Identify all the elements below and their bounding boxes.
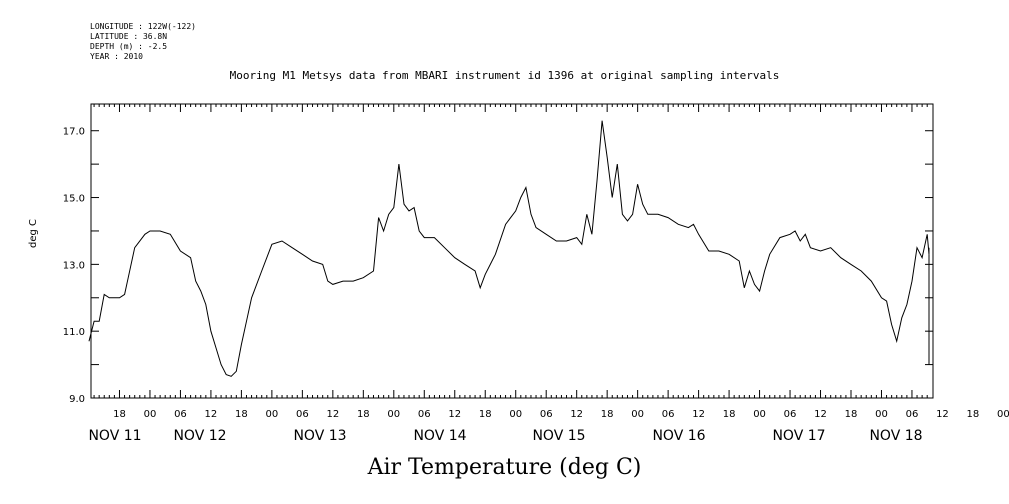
chart-title: Mooring M1 Metsys data from MBARI instru… bbox=[229, 69, 780, 82]
y-tick-label: 13.0 bbox=[63, 260, 85, 271]
x-axis: 18 00 06 12 18 00 06 12 18 00 06 12 18 00 06 12 18 00 06 12… bbox=[88, 104, 1009, 444]
latitude-text: LATITUDE : 36.8N bbox=[90, 32, 168, 41]
x-day-label: NOV 11 bbox=[88, 428, 141, 444]
x-day-label: NOV 15 bbox=[532, 428, 585, 444]
x-axis-title: Air Temperature (deg C) bbox=[367, 455, 642, 480]
x-hour-label: 00 bbox=[875, 409, 888, 420]
x-hour-label: 12 bbox=[326, 409, 339, 420]
x-hour-label: 18 bbox=[235, 409, 248, 420]
x-hour-label: 18 bbox=[479, 409, 492, 420]
x-hour-label: 06 bbox=[174, 409, 187, 420]
series-line bbox=[88, 120, 930, 377]
metadata-block: LONGITUDE : 122W(-122) LATITUDE : 36.8N … bbox=[90, 22, 196, 62]
x-hour-label: 00 bbox=[387, 409, 400, 420]
x-hour-label: 18 bbox=[113, 409, 126, 420]
x-hour-label: 06 bbox=[540, 409, 553, 420]
x-day-label: NOV 16 bbox=[652, 428, 705, 444]
y-tick-label: 17.0 bbox=[63, 127, 85, 138]
x-day-label: NOV 18 bbox=[869, 428, 922, 444]
x-day-label: NOV 12 bbox=[173, 428, 226, 444]
x-hour-label: 12 bbox=[692, 409, 705, 420]
x-day-label: NOV 14 bbox=[413, 428, 466, 444]
longitude-text: LONGITUDE : 122W(-122) bbox=[90, 22, 196, 31]
x-hour-label: 18 bbox=[601, 409, 614, 420]
x-hour-label: 06 bbox=[906, 409, 919, 420]
plot-frame bbox=[90, 103, 934, 399]
x-hour-label: 06 bbox=[662, 409, 675, 420]
x-hour-label: 12 bbox=[570, 409, 583, 420]
x-hour-label: 12 bbox=[936, 409, 949, 420]
x-day-label: NOV 17 bbox=[772, 428, 825, 444]
x-day-label: NOV 13 bbox=[293, 428, 346, 444]
x-hour-label: 18 bbox=[845, 409, 858, 420]
x-hour-label: 00 bbox=[997, 409, 1009, 420]
x-hour-label: 12 bbox=[205, 409, 218, 420]
x-hour-label: 12 bbox=[814, 409, 827, 420]
x-hour-label: 18 bbox=[357, 409, 370, 420]
y-tick-label: 15.0 bbox=[63, 194, 85, 205]
x-hour-label: 00 bbox=[509, 409, 522, 420]
x-hour-label: 18 bbox=[967, 409, 980, 420]
depth-text: DEPTH (m) : -2.5 bbox=[90, 42, 168, 51]
x-hour-label: 00 bbox=[753, 409, 766, 420]
x-hour-label: 06 bbox=[418, 409, 431, 420]
x-hour-label: 12 bbox=[448, 409, 461, 420]
x-hour-label: 00 bbox=[266, 409, 279, 420]
x-hour-label: 00 bbox=[631, 409, 644, 420]
x-hour-label: 00 bbox=[144, 409, 157, 420]
y-tick-label: 11.0 bbox=[63, 327, 85, 338]
x-hour-label: 06 bbox=[784, 409, 797, 420]
x-hour-label: 18 bbox=[723, 409, 736, 420]
x-hour-label: 06 bbox=[296, 409, 309, 420]
y-tick-label: 9.0 bbox=[69, 394, 85, 405]
year-text: YEAR : 2010 bbox=[90, 52, 143, 61]
y-axis: 9.0 11.0 13.0 15.0 17.0 bbox=[63, 127, 933, 405]
